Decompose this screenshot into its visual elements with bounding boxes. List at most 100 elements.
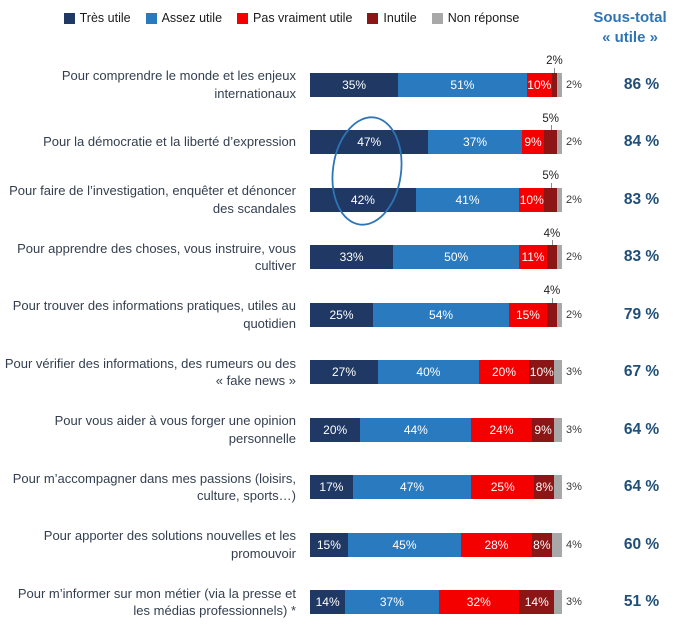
callout-line <box>551 240 553 246</box>
legend-label: Très utile <box>79 11 131 25</box>
stacked-bar: 25% 54% 15% 4% <box>310 286 562 327</box>
callout-line <box>554 67 556 73</box>
bar-segment-non-reponse <box>551 532 562 557</box>
subtotal-value: 67 % <box>623 363 660 381</box>
bar-segment-pas-vraiment-utile: 10% <box>526 72 552 97</box>
bar-segment-inutile: 9% <box>531 417 555 442</box>
chart-row: Pour vous aider à vous forger une opinio… <box>0 401 689 459</box>
callout-line <box>550 125 552 131</box>
chart-header: Très utile Assez utile Pas vraiment utile I… <box>0 0 689 56</box>
stacked-bar: 33% 50% 11% 4% <box>310 228 562 270</box>
non-reponse-value: 3% <box>566 596 582 609</box>
bar-segment-assez-utile: 54% <box>373 302 510 327</box>
stacked-bar: 20% 44% 24% 9% <box>310 417 562 442</box>
bar-segment-pas-vraiment-utile: 28% <box>461 532 532 557</box>
bar-segment-inutile: 14% <box>519 590 555 615</box>
stacked-bar: 35% 51% 10% 2% <box>310 56 563 97</box>
legend-item-tres-utile: Très utile <box>63 11 131 25</box>
chart-row: Pour trouver des informations pratiques,… <box>0 286 689 344</box>
legend-label: Assez utile <box>161 11 223 25</box>
bar-segment-tres-utile: 33% <box>310 245 394 270</box>
legend-swatch-tres-utile <box>63 12 75 24</box>
subtotal-value: 79 % <box>623 305 660 323</box>
chart-row: Pour la démocratie et la liberté d’expre… <box>0 112 689 172</box>
bar-segment-pas-vraiment-utile: 20% <box>478 360 530 385</box>
bar-segment-pas-vraiment-utile: 25% <box>471 475 535 500</box>
non-reponse-value: 2% <box>566 193 582 206</box>
legend-label: Non réponse <box>447 11 520 25</box>
category-label: Pour m’informer sur mon métier (via la p… <box>17 585 296 619</box>
legend-item-non-reponse: Non réponse <box>431 11 520 25</box>
subtotal-value: 83 % <box>623 248 660 266</box>
bar-segment-inutile <box>546 302 557 327</box>
chart-row: Pour apporter des solutions nouvelles et… <box>0 516 689 574</box>
bar-segment-tres-utile: 20% <box>310 417 361 442</box>
bar-segment-non-reponse <box>554 417 562 442</box>
inutile-value-callout: 5% <box>542 112 559 125</box>
inutile-value-callout: 5% <box>542 170 559 183</box>
bar-segment-assez-utile: 37% <box>428 130 522 155</box>
bar-segment-assez-utile: 50% <box>393 245 520 270</box>
bar-segment-assez-utile: 45% <box>347 532 462 557</box>
legend-item-pas-vraiment-utile: Pas vraiment utile <box>237 11 352 25</box>
bar-segment-inutile <box>544 187 557 212</box>
inutile-value-callout: 4% <box>543 285 561 298</box>
bar-segment-pas-vraiment-utile: 15% <box>509 302 547 327</box>
bar-segment-non-reponse <box>556 130 562 155</box>
category-label: Pour trouver des informations pratiques,… <box>12 298 296 331</box>
category-label: Pour comprendre le monde et les enjeux i… <box>61 68 296 101</box>
non-reponse-value: 2% <box>566 251 582 264</box>
non-reponse-value: 2% <box>566 78 582 91</box>
subtotal-column-header: Sous-total « utile » <box>577 8 683 47</box>
bar-segment-assez-utile: 37% <box>345 590 439 615</box>
bar-segment-inutile: 8% <box>534 475 555 500</box>
subtotal-value: 64 % <box>623 420 660 438</box>
non-reponse-value: 2% <box>566 308 582 321</box>
legend-label: Pas vraiment utile <box>253 11 353 25</box>
bar-segment-tres-utile: 15% <box>310 532 348 557</box>
chart-row: Pour vérifier des informations, des rume… <box>0 344 689 402</box>
bar-segment-assez-utile: 40% <box>378 360 479 385</box>
subtotal-header-line1: Sous-total <box>593 9 667 26</box>
stacked-bar: 27% 40% 20% 10% <box>310 360 562 385</box>
bar-segment-pas-vraiment-utile: 10% <box>519 187 545 212</box>
chart-row: Pour faire de l’investigation, enquêter … <box>0 171 689 229</box>
non-reponse-value: 2% <box>566 136 582 149</box>
category-label: Pour vous aider à vous forger une opinio… <box>54 413 296 446</box>
subtotal-value: 60 % <box>623 535 660 553</box>
category-label: Pour m’accompagner dans mes passions (lo… <box>12 470 296 504</box>
legend-swatch-assez-utile <box>145 12 157 24</box>
stacked-bar: 17% 47% 25% 8% <box>310 475 562 500</box>
non-reponse-value: 3% <box>566 366 582 379</box>
bar-segment-pas-vraiment-utile: 24% <box>471 417 532 442</box>
bar-segment-non-reponse <box>556 187 562 212</box>
bar-segment-inutile <box>546 245 557 270</box>
chart-row: Pour m’accompagner dans mes passions (lo… <box>0 459 689 517</box>
bar-segment-tres-utile: 27% <box>310 360 379 385</box>
bar-segment-assez-utile: 44% <box>360 417 472 442</box>
bar-segment-pas-vraiment-utile: 32% <box>438 590 520 615</box>
category-label: Pour apporter des solutions nouvelles et… <box>43 528 296 561</box>
bar-segment-pas-vraiment-utile: 9% <box>521 130 545 155</box>
legend-item-assez-utile: Assez utile <box>145 11 223 25</box>
legend-item-inutile: Inutile <box>367 11 417 25</box>
bar-segment-non-reponse <box>556 302 562 327</box>
subtotal-value: 64 % <box>623 478 660 496</box>
legend-swatch-pas-vraiment-utile <box>237 12 249 24</box>
stacked-bar: 42% 41% 10% 5% <box>310 171 562 212</box>
subtotal-value: 51 % <box>623 593 660 611</box>
bar-segment-non-reponse <box>554 590 562 615</box>
bar-segment-non-reponse <box>556 245 562 270</box>
legend-label: Inutile <box>383 11 417 25</box>
subtotal-value: 84 % <box>623 133 660 151</box>
legend-swatch-inutile <box>367 12 379 24</box>
bar-segment-tres-utile: 42% <box>310 187 416 212</box>
non-reponse-value: 3% <box>566 481 582 494</box>
category-label: Pour la démocratie et la liberté d’expre… <box>43 134 296 150</box>
bar-segment-non-reponse <box>554 360 562 385</box>
chart-row: Pour apprendre des choses, vous instruir… <box>0 228 689 287</box>
category-label: Pour vérifier des informations, des rume… <box>4 355 296 389</box>
bar-segment-inutile: 10% <box>529 360 555 385</box>
legend-swatch-non-reponse <box>431 12 443 24</box>
